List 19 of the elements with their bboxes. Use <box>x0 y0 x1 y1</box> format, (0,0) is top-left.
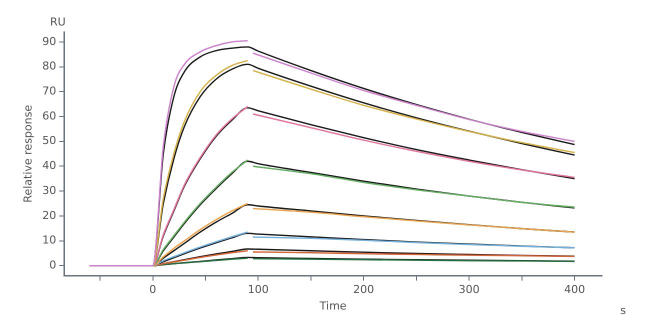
x-axis-title: Time <box>318 299 347 312</box>
x-tick-label: 0 <box>149 283 156 296</box>
y-tick-label: 30 <box>42 184 56 197</box>
x-tick-label: 300 <box>458 283 480 296</box>
x-tick-label: 200 <box>353 283 374 296</box>
x-tick-label: 100 <box>248 283 269 296</box>
x-tick-label: 400 <box>564 283 586 296</box>
text: RU <box>50 15 66 28</box>
y-tick-label: 60 <box>42 109 56 122</box>
y-tick-label: 50 <box>42 134 56 148</box>
text: s <box>620 304 626 317</box>
y-tick-label: 10 <box>42 234 56 247</box>
y-tick-label: 20 <box>42 208 56 222</box>
y-axis-title: Relative response <box>21 104 34 203</box>
y-tick-label: 80 <box>42 60 56 73</box>
y-tick-label: 0 <box>49 258 56 272</box>
y-tick-label: 90 <box>42 34 56 48</box>
y-tick-label: 70 <box>42 84 56 98</box>
y-tick-label: 40 <box>42 159 56 172</box>
